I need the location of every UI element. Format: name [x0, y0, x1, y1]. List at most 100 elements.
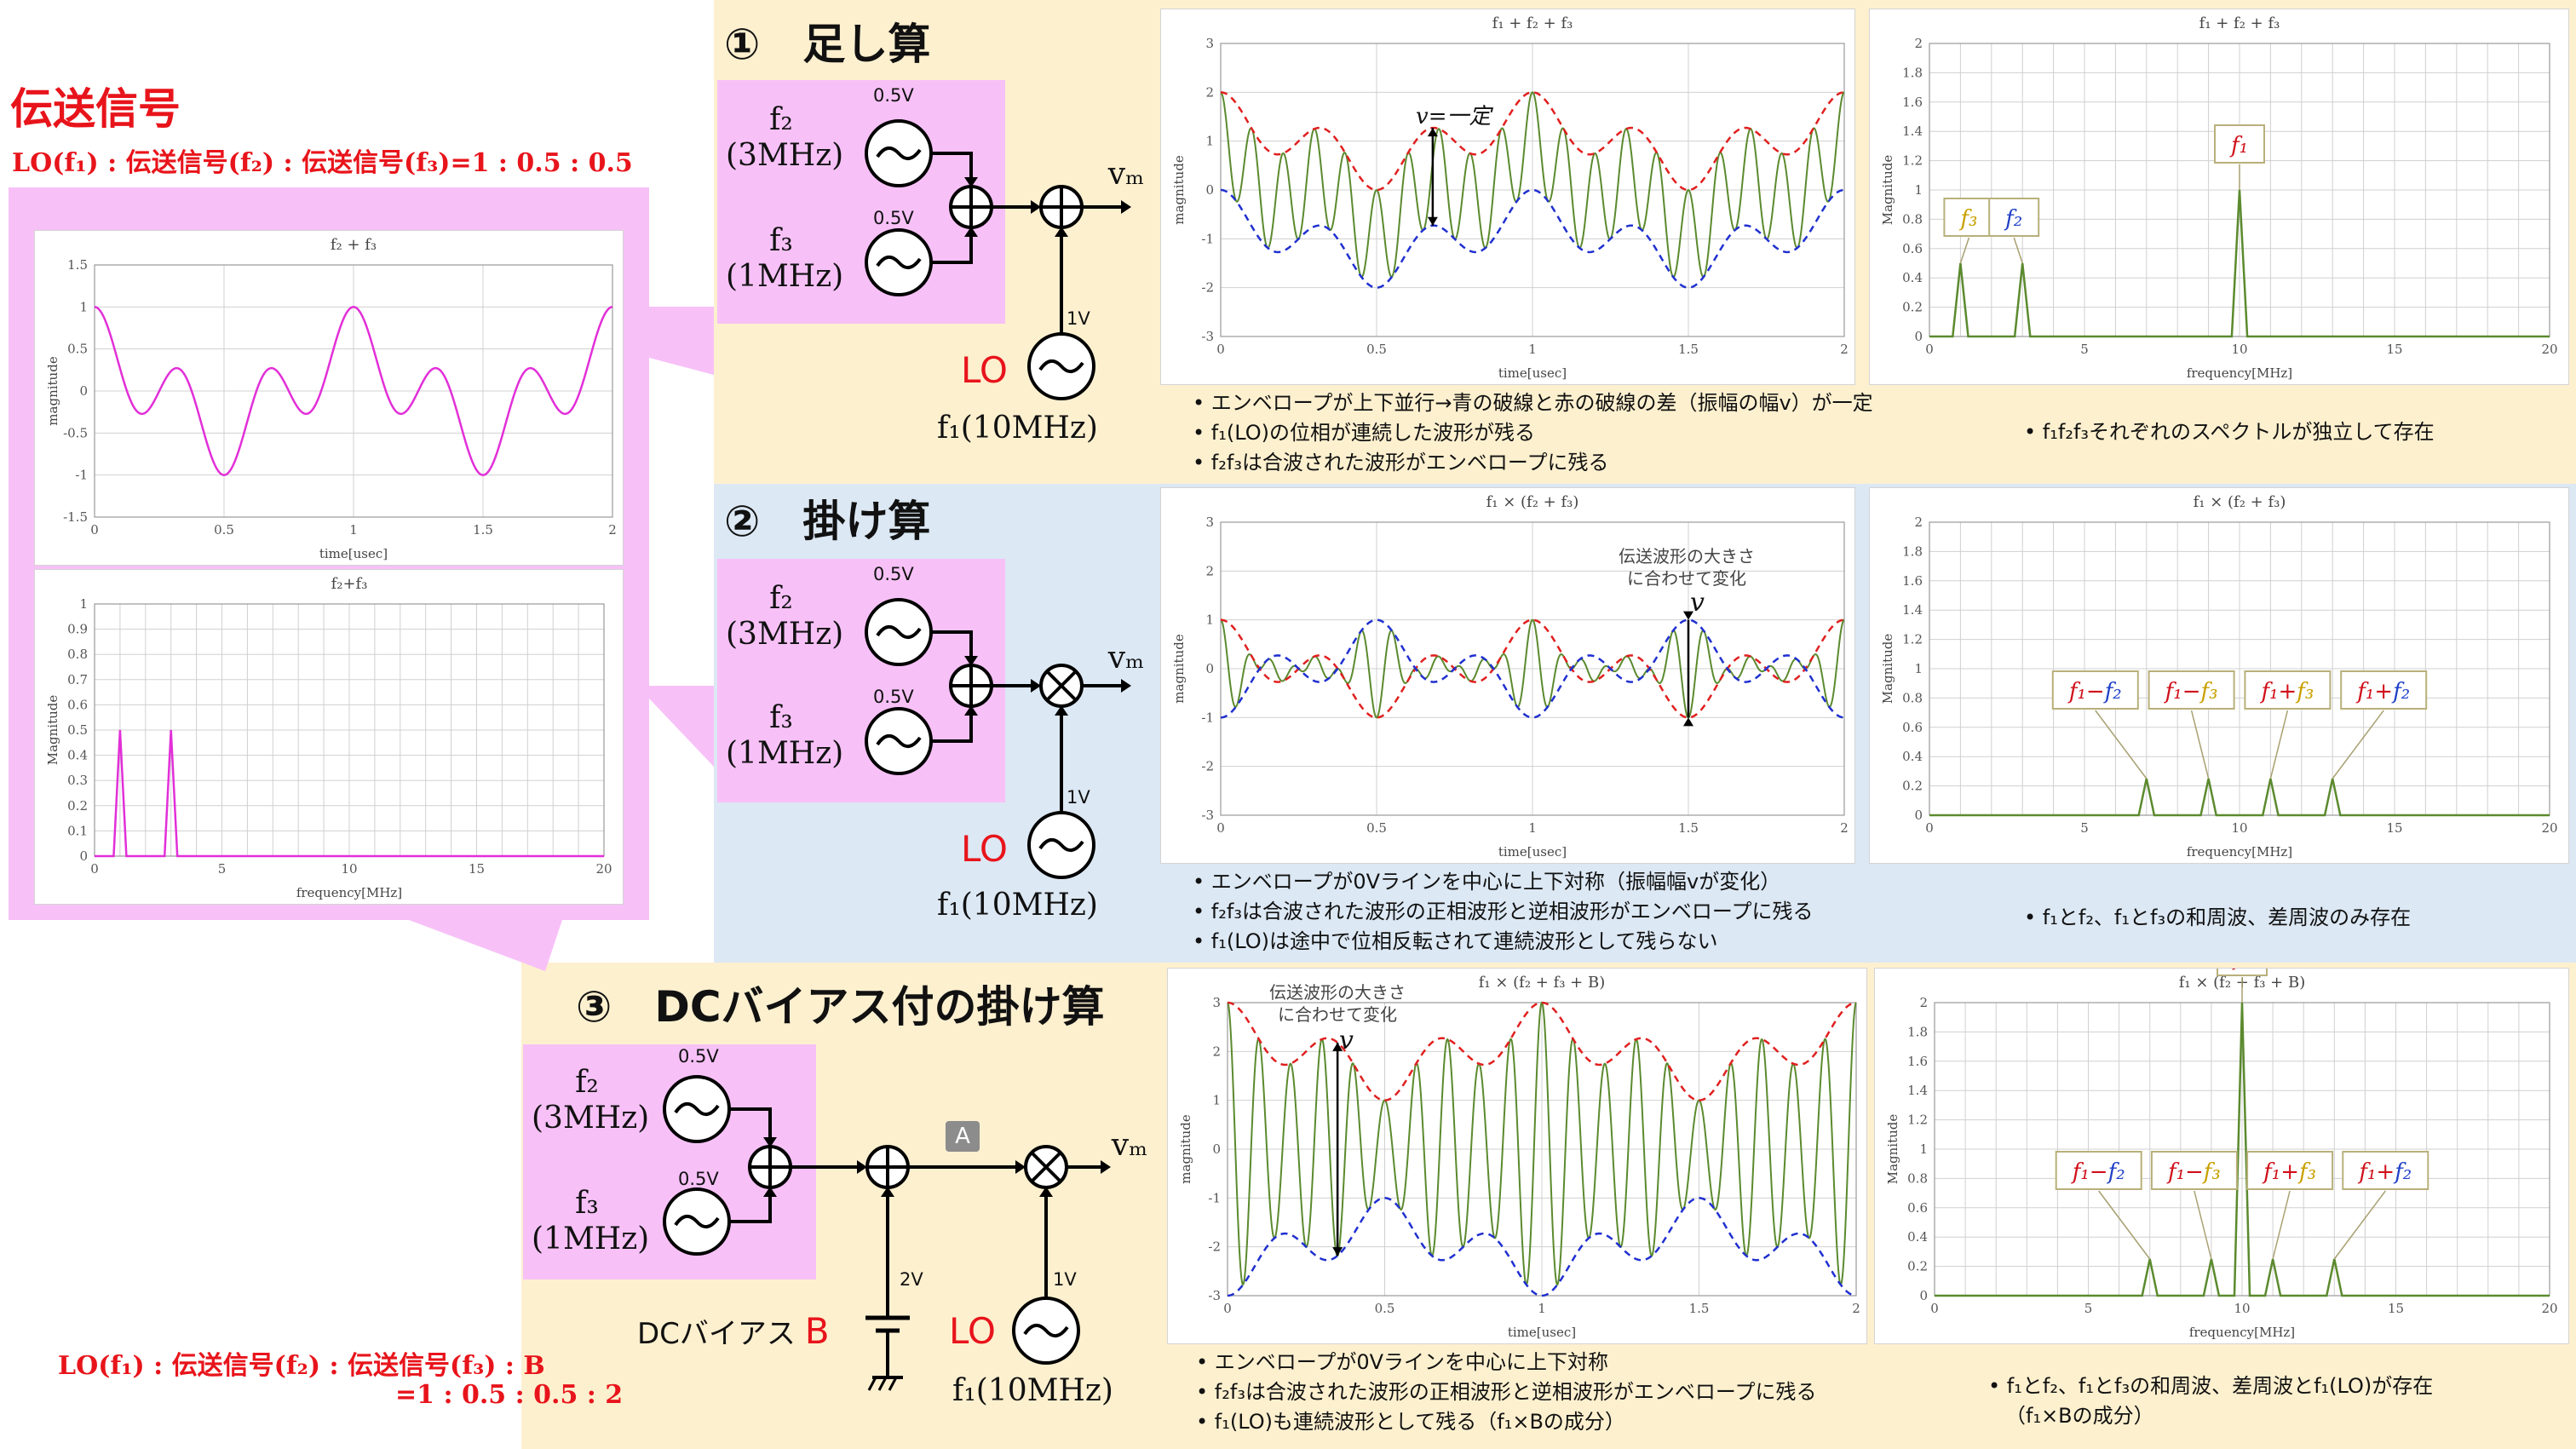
series-signal [1220, 618, 1845, 719]
tick-label: 1 [1205, 612, 1214, 628]
spectrum-line [1929, 778, 2550, 817]
tick-label: 10 [2231, 820, 2247, 836]
callout-box [2342, 1151, 2429, 1190]
callout-box [2246, 1151, 2334, 1190]
bias-time-chart: f₁ × (f₂ + f₃ + B) 0 0.5 1 1.5 2 -3 -2 -1 0 1 2 3 tim… [1167, 968, 1867, 1344]
tick-label: 2 [1840, 342, 1849, 357]
note-item: • f₂f₃は合波された波形がエンベロープに残る [1193, 451, 1609, 474]
series-line [94, 306, 613, 476]
y-axis-label: magnitude [1171, 634, 1187, 704]
tick-label: 3 [1212, 995, 1221, 1010]
series-signal [1220, 91, 1845, 279]
tick-label: 1 [349, 522, 358, 538]
left-ratio-top: LO(f₁) : 伝送信号(f₂) : 伝送信号(f₃)=1 : 0.5 : 0… [12, 148, 633, 178]
callout-label: f₁+f₃ [2259, 679, 2314, 704]
section-title-addition: ① 足し算 [724, 20, 931, 69]
tick-label: 1.5 [1689, 1301, 1710, 1316]
tick-label: 1.5 [1678, 820, 1699, 836]
note-item: • f₁(LO)は途中で位相反転されて連続波形として残らない [1193, 929, 1718, 953]
tick-label: 20 [595, 861, 612, 877]
circuit2-v-lo: 1V [1067, 787, 1090, 808]
callout-leader [2272, 1190, 2291, 1260]
tick-label: 10 [2231, 342, 2247, 357]
callout-box [2217, 969, 2268, 976]
tick-label: 0.2 [1902, 300, 1923, 315]
tick-label: 1.2 [1907, 1113, 1928, 1128]
callout-label: f₁+f₂ [2355, 679, 2410, 704]
arrow-head [1332, 1042, 1343, 1051]
y-axis-label: Magnitude [1880, 634, 1895, 704]
x-axis-label: time[usec] [1498, 844, 1567, 860]
tick-label: 1 [1205, 134, 1214, 149]
series-envelope-upper [1227, 1001, 1857, 1101]
chart-title: f₂ + f₃ [331, 236, 377, 254]
tick-label: 5 [2080, 820, 2089, 836]
circuit3-f2-label: f₂ (3MHz) [532, 1065, 650, 1136]
tick-label: 0 [79, 848, 88, 864]
notes-multiplication: • エンベロープが0Vラインを中心に上下対称（振幅幅vが変化） • f₂f₃は合… [1193, 867, 1814, 957]
tick-label: 0.8 [1902, 690, 1923, 705]
mul-time-annotation: 伝送波形の大きさ に合わせて変化 [1619, 546, 1755, 589]
tick-label: 0 [1919, 1288, 1928, 1303]
x-axis-label: frequency[MHz] [2187, 844, 2292, 860]
tick-label: 0 [1216, 820, 1225, 836]
callout-label: f₁−f₂ [2071, 1159, 2125, 1185]
tick-label: 15 [2388, 1301, 2404, 1316]
tick-label: -2 [1208, 1239, 1221, 1255]
x-axis-label: time[usec] [319, 546, 388, 561]
y-axis-label: magnitude [1178, 1114, 1193, 1184]
callout-leader [2098, 1190, 2151, 1260]
arrow-head [1427, 216, 1438, 226]
x-axis-label: frequency[MHz] [2187, 365, 2292, 381]
tick-label: 1 [79, 596, 88, 612]
x-axis-label: time[usec] [1498, 365, 1567, 381]
spectrum-line [95, 729, 604, 858]
add-time-annotation: v=一定 [1416, 104, 1492, 129]
y-axis-label: magnitude [45, 356, 60, 426]
spectrum-note-multiplication: • f₁とf₂、f₁とf₃の和周波、差周波のみ存在 [2024, 903, 2411, 933]
callout-leader [2190, 710, 2210, 779]
tick-label: 0 [1925, 820, 1934, 836]
circuit3-v-lo: 1V [1053, 1269, 1077, 1290]
callout-label: f₂ [2004, 206, 2022, 232]
circuit3-v-f2: 0.5V [678, 1046, 719, 1067]
callout-leader [2332, 710, 2384, 779]
circuit3-lo-label: LO [949, 1310, 996, 1352]
tick-label: -0.5 [63, 425, 88, 440]
callout-leader [2194, 1190, 2212, 1260]
bias-time-annotation: 伝送波形の大きさ に合わせて変化 [1269, 982, 1406, 1025]
tick-label: 0 [1925, 342, 1934, 357]
note-item: • エンベロープが0Vラインを中心に上下対称（振幅幅vが変化） [1193, 870, 1781, 894]
arrow-head [1683, 611, 1693, 620]
callout-label: f₁−f₃ [2166, 1159, 2221, 1185]
tick-label: 0.8 [67, 647, 88, 662]
tick-label: 15 [2386, 820, 2402, 836]
tick-label: 1.2 [1902, 632, 1923, 647]
circuit3-v-f3: 0.5V [678, 1169, 719, 1189]
tick-label: 20 [2541, 1301, 2557, 1316]
chart-title: f₁ + f₂ + f₃ [2199, 14, 2280, 32]
tick-label: 1.5 [1678, 342, 1699, 357]
mul-time-annotation-v: v [1690, 588, 1705, 618]
tick-label: -3 [1208, 1288, 1221, 1303]
note-item: • f₁(LO)の位相が連続した波形が残る [1193, 421, 1535, 445]
tick-label: -2 [1201, 280, 1214, 296]
tick-label: 0 [1930, 1301, 1939, 1316]
circuit3-bias-label: DCバイアス B [637, 1310, 830, 1352]
tick-label: 2 [1852, 1301, 1860, 1316]
tick-label: 15 [469, 861, 485, 877]
tick-label: 1.5 [473, 522, 493, 538]
bias-time-annotation-v: v [1339, 1026, 1354, 1055]
circuit1-diagram [865, 119, 1131, 400]
y-axis-label: Magnitude [1885, 1114, 1900, 1185]
circuit1-v-lo: 1V [1067, 308, 1090, 329]
left-title: 伝送信号 [10, 84, 181, 134]
circuit3-f1-label: f₁(10MHz) [952, 1373, 1113, 1408]
tick-label: 0 [1914, 808, 1923, 823]
tick-label: 1.5 [67, 257, 88, 273]
add-time-chart: f₁ + f₂ + f₃ 0 0.5 1 1.5 2 -3 -2 -1 0 1 2 3 time[usec… [1160, 9, 1855, 385]
tick-label: 1.6 [1907, 1054, 1928, 1069]
note-item: • f₁f₂f₃それぞれのスペクトルが独立して存在 [2024, 420, 2435, 444]
note-item: • f₂f₃は合波された波形の正相波形と逆相波形がエンベロープに残る [1196, 1380, 1817, 1404]
tick-label: 1.2 [1902, 153, 1923, 169]
